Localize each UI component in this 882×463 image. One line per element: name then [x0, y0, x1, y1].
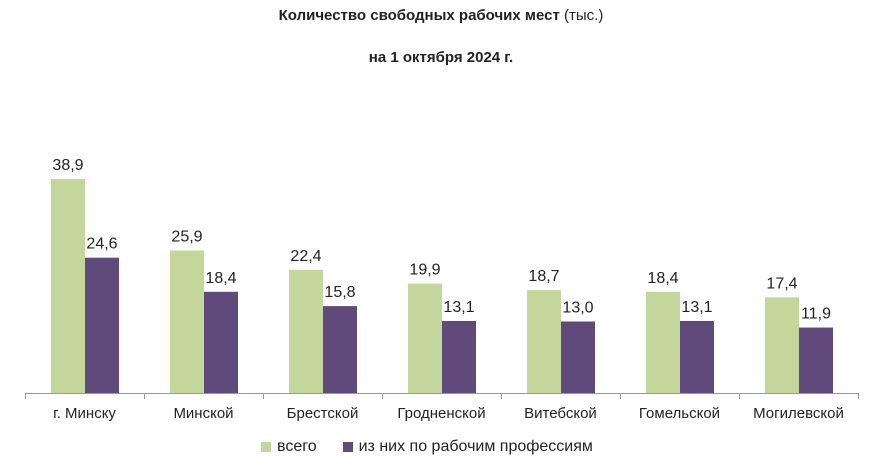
- x-tick-label: Витебской: [524, 405, 597, 422]
- data-label: 13,1: [443, 299, 474, 316]
- data-label: 18,7: [528, 268, 559, 285]
- data-label: 11,9: [801, 306, 831, 323]
- data-label: 25,9: [171, 229, 202, 246]
- title-unit: (тыс.): [564, 7, 604, 24]
- data-label: 15,8: [324, 284, 355, 301]
- legend-swatch: [261, 442, 271, 452]
- data-label: 13,0: [562, 300, 593, 317]
- bar: [323, 306, 357, 393]
- bar: [170, 250, 204, 393]
- bar: [85, 257, 119, 393]
- x-tick-label: г. Минску: [53, 405, 116, 422]
- chart-title: Количество свободных рабочих мест (тыс.): [0, 7, 882, 24]
- bar: [527, 290, 561, 393]
- legend-item-workers: из них по рабочим профессиям: [342, 438, 593, 456]
- legend-label: всего: [277, 438, 317, 455]
- x-tick-label: Гродненской: [397, 405, 485, 422]
- x-tick-label: Могилевской: [753, 405, 844, 422]
- data-label: 18,4: [647, 270, 678, 287]
- x-tick-label: Гомельской: [639, 405, 720, 422]
- x-tick-label: Брестской: [287, 405, 359, 422]
- legend-label: из них по рабочим профессиям: [358, 438, 593, 455]
- bar: [561, 321, 595, 393]
- bar: [646, 291, 680, 393]
- data-label: 18,4: [205, 270, 236, 287]
- data-label: 19,9: [409, 262, 440, 279]
- data-label: 24,6: [86, 236, 117, 253]
- bar: [289, 269, 323, 393]
- bar: [799, 327, 833, 393]
- data-label: 13,1: [681, 299, 712, 316]
- data-label: 17,4: [766, 275, 797, 292]
- data-label: 22,4: [290, 248, 321, 265]
- bar: [51, 179, 85, 393]
- bar: [765, 297, 799, 393]
- title-bold: Количество свободных рабочих мест: [278, 7, 560, 24]
- bar: [680, 320, 714, 393]
- legend-item-total: всего: [261, 438, 317, 456]
- bar: [204, 291, 238, 393]
- bar: [442, 320, 476, 393]
- legend: всего из них по рабочим профессиям: [261, 438, 619, 456]
- legend-swatch: [342, 442, 353, 452]
- data-label: 38,9: [52, 157, 83, 174]
- bar: [408, 283, 442, 393]
- chart-subtitle: на 1 октября 2024 г.: [368, 49, 514, 66]
- x-tick-label: Минской: [173, 405, 233, 422]
